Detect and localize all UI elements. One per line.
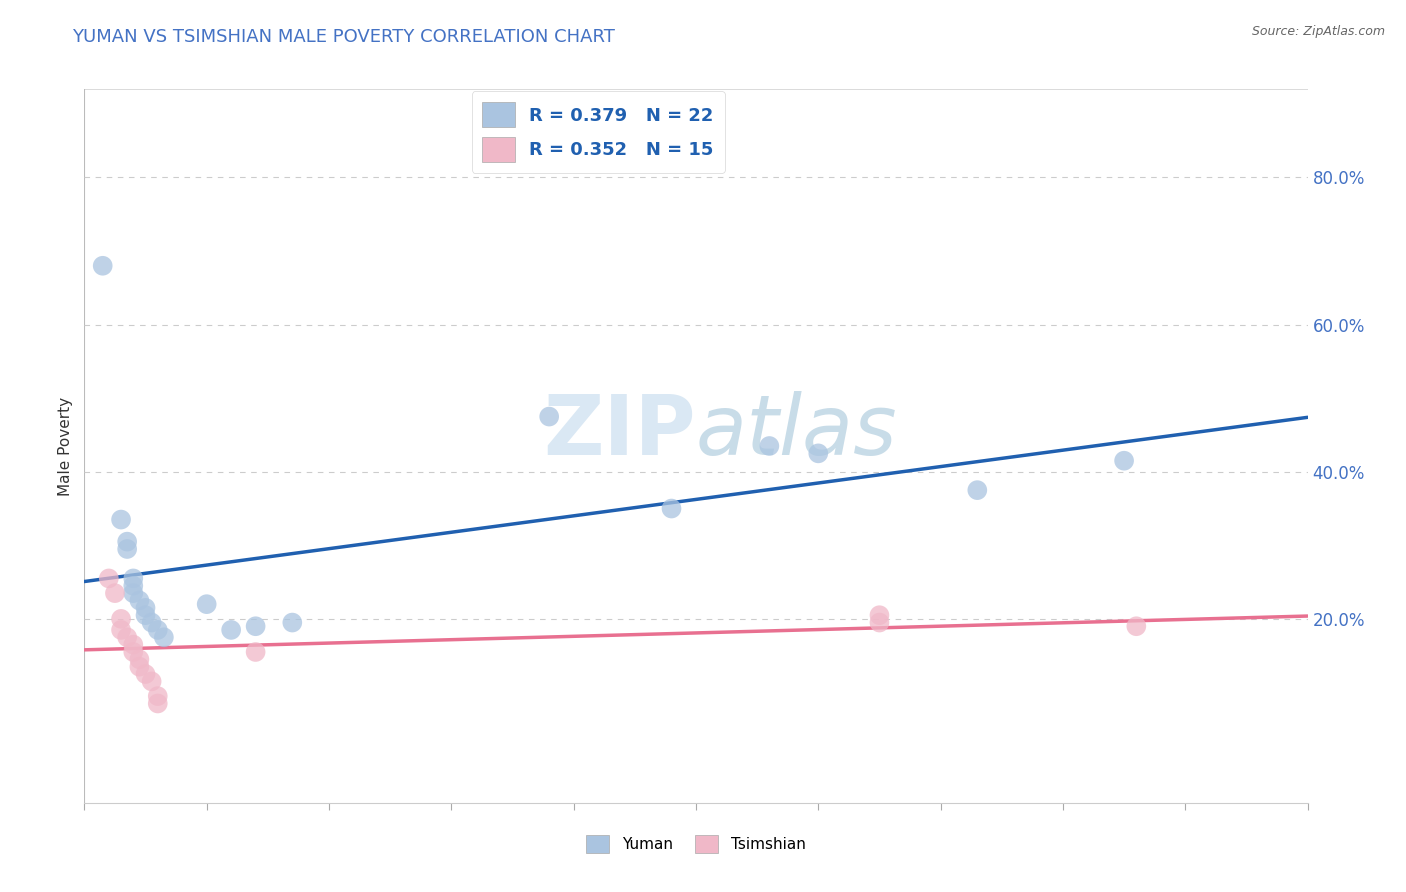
Y-axis label: Male Poverty: Male Poverty: [58, 396, 73, 496]
Point: [97, 571, 120, 585]
Point: [115, 534, 138, 549]
Point: [966, 483, 988, 497]
Point: [245, 645, 267, 659]
Point: [122, 579, 145, 593]
Point: [110, 623, 132, 637]
Point: [661, 501, 683, 516]
Point: [538, 409, 561, 424]
Point: [869, 608, 891, 623]
Point: [146, 689, 169, 703]
Point: [135, 608, 157, 623]
Text: ZIP: ZIP: [544, 392, 696, 472]
Point: [1125, 619, 1147, 633]
Point: [153, 630, 176, 644]
Point: [122, 645, 145, 659]
Point: [141, 615, 163, 630]
Point: [135, 600, 157, 615]
Point: [122, 571, 145, 585]
Text: YUMAN VS TSIMSHIAN MALE POVERTY CORRELATION CHART: YUMAN VS TSIMSHIAN MALE POVERTY CORRELAT…: [72, 29, 614, 46]
Text: atlas: atlas: [696, 392, 897, 472]
Point: [245, 619, 267, 633]
Point: [219, 623, 242, 637]
Point: [115, 541, 138, 556]
Point: [146, 623, 169, 637]
Point: [128, 659, 150, 673]
Point: [110, 612, 132, 626]
Point: [758, 439, 780, 453]
Point: [807, 446, 830, 460]
Point: [128, 593, 150, 607]
Point: [1114, 453, 1136, 467]
Point: [135, 667, 157, 681]
Point: [128, 652, 150, 666]
Point: [115, 630, 138, 644]
Point: [122, 586, 145, 600]
Point: [869, 615, 891, 630]
Point: [104, 586, 127, 600]
Point: [91, 259, 114, 273]
Point: [146, 697, 169, 711]
Point: [281, 615, 304, 630]
Point: [110, 512, 132, 526]
Legend: Yuman, Tsimshian: Yuman, Tsimshian: [581, 829, 811, 859]
Point: [141, 674, 163, 689]
Text: Source: ZipAtlas.com: Source: ZipAtlas.com: [1251, 25, 1385, 38]
Point: [122, 638, 145, 652]
Point: [195, 597, 218, 611]
